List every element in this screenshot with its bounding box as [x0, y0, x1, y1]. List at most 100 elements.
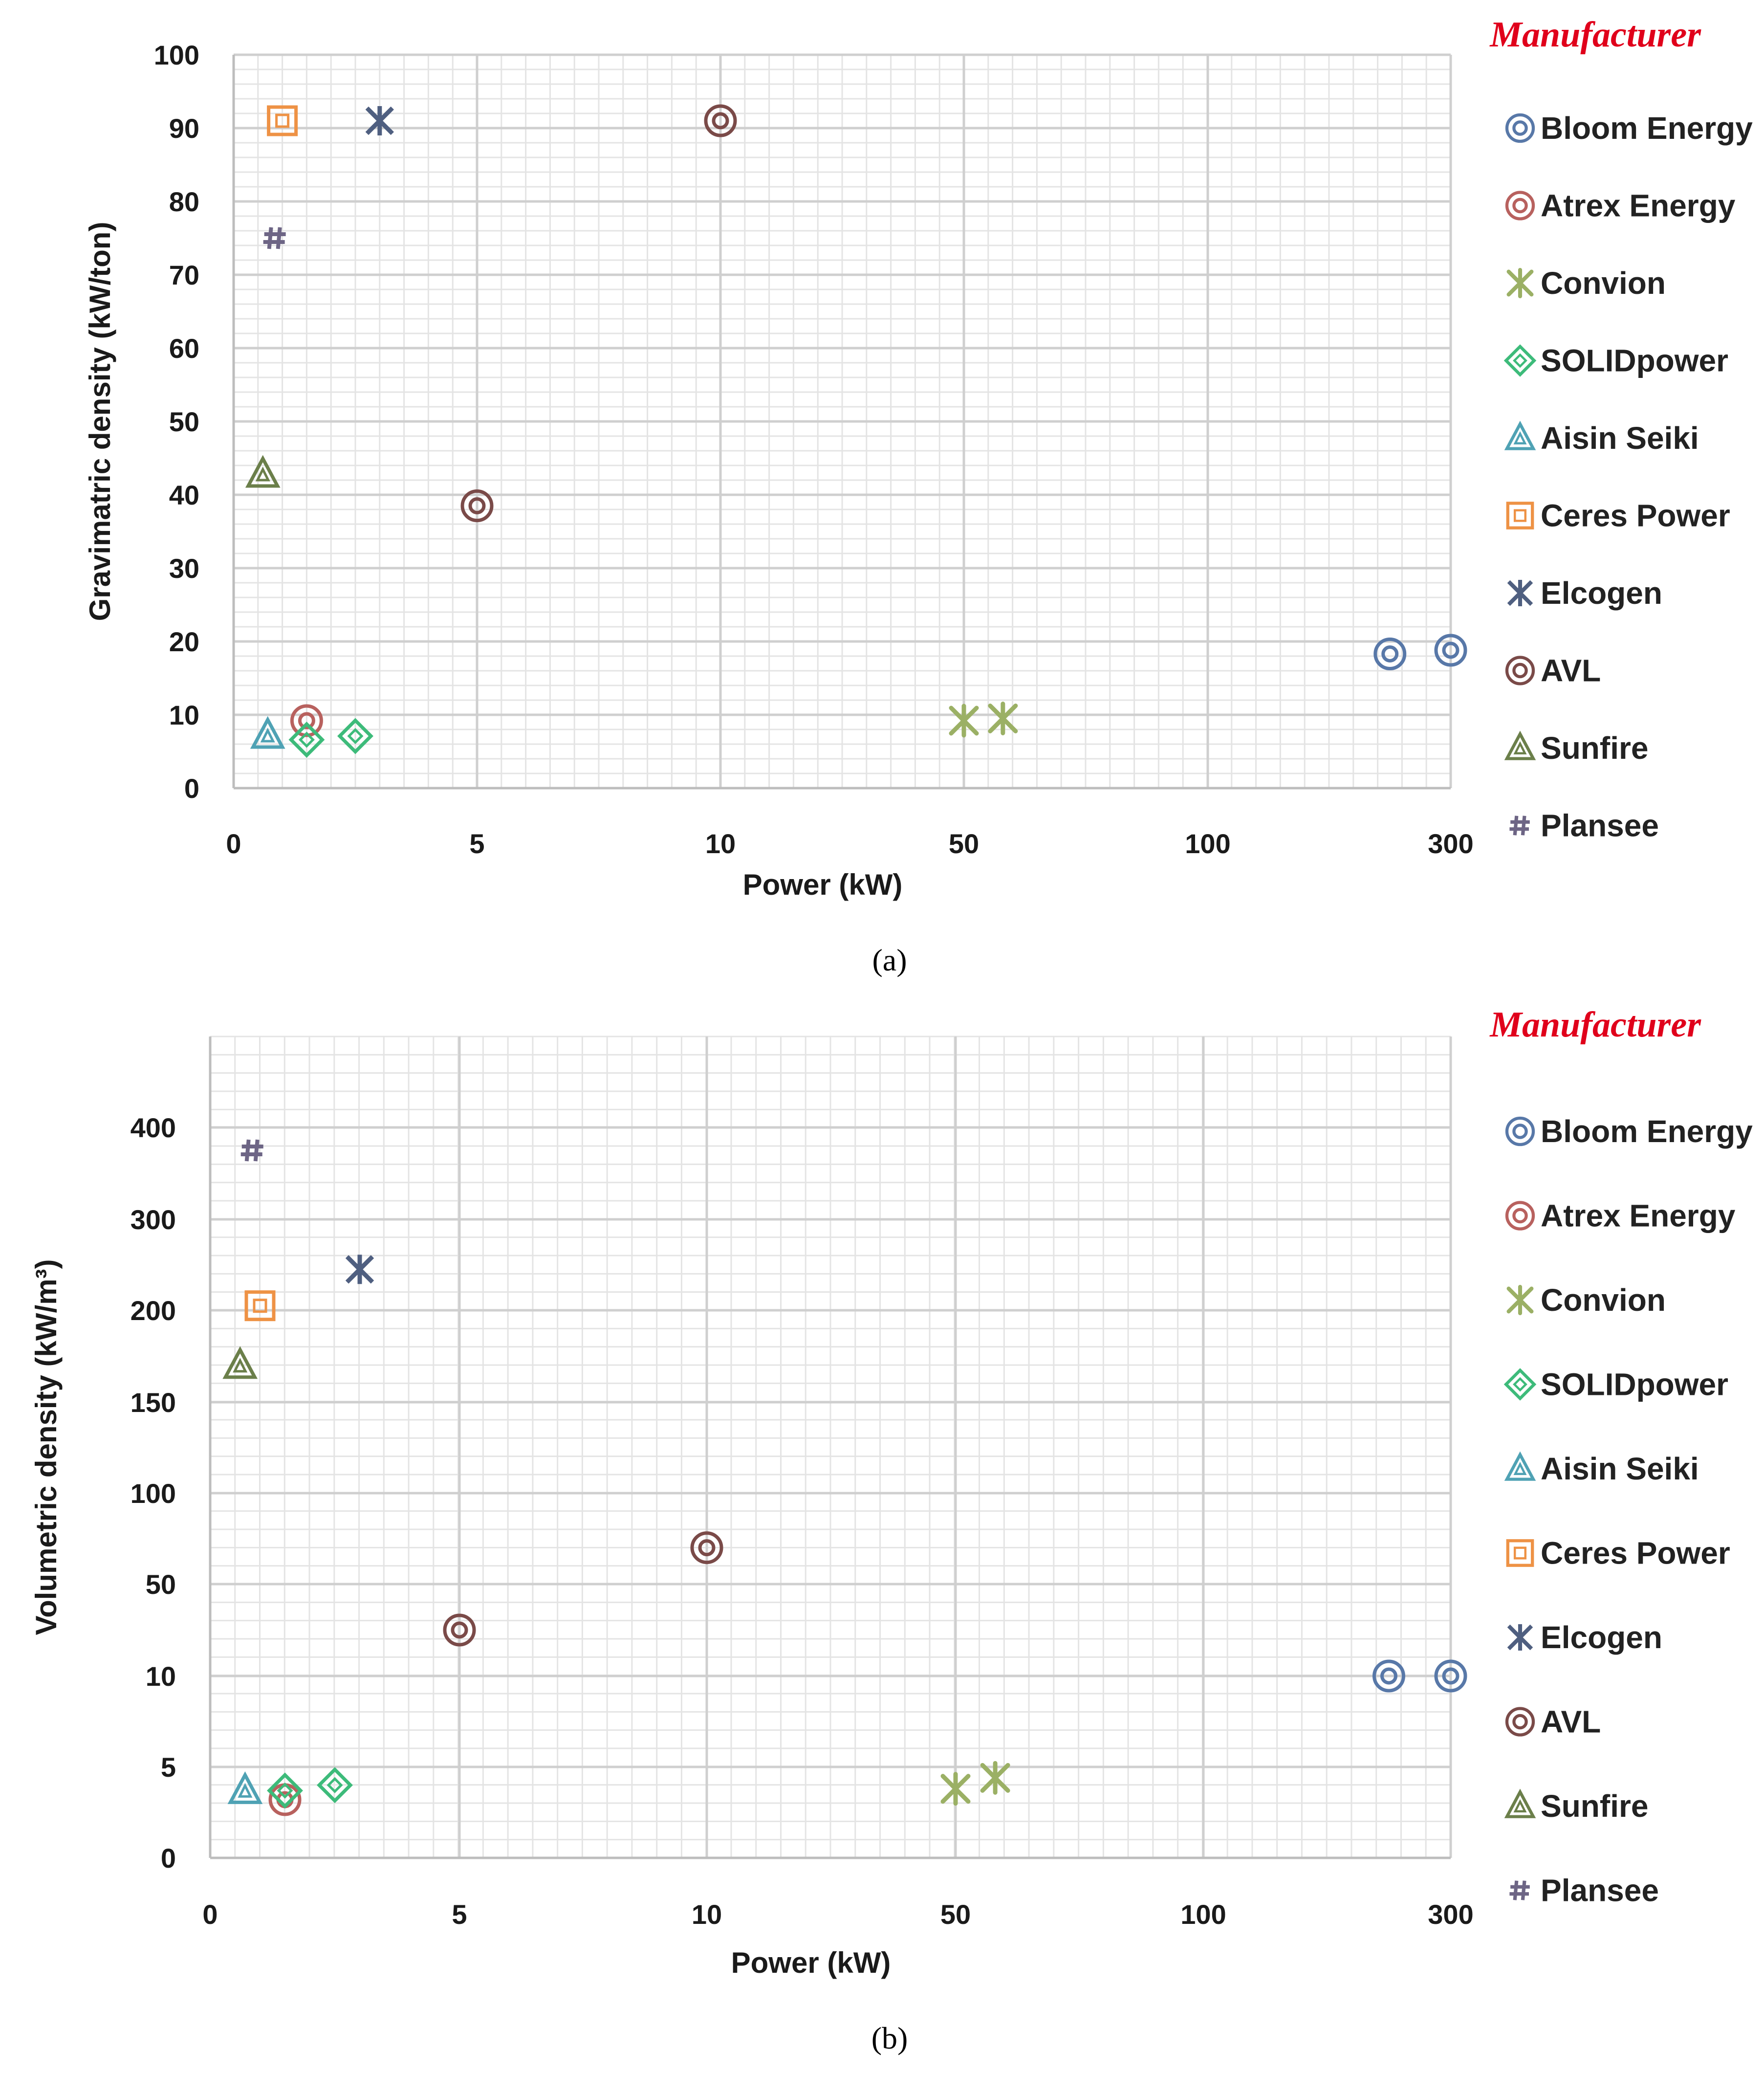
legend-item: Atrex Energy: [1505, 188, 1736, 223]
legend-label: Plansee: [1541, 808, 1659, 843]
legend-label: Ceres Power: [1541, 1536, 1730, 1571]
legend-item: Convion: [1506, 1282, 1666, 1318]
point-avl: [704, 104, 737, 137]
point-bloom-energy: [1434, 1659, 1467, 1693]
y-axis-title: Volumetric density (kW/m³): [30, 1259, 63, 1635]
legend-marker: [1506, 1284, 1534, 1316]
y-tick-label: 90: [169, 113, 199, 144]
point-solidpower: [317, 1767, 353, 1804]
minor-grid: [209, 1036, 1452, 1859]
x-tick-label: 300: [1428, 828, 1473, 859]
legend-item: Convion: [1506, 265, 1666, 301]
point-sunfire: [245, 455, 281, 488]
point-ceres-power: [244, 1290, 276, 1322]
legend-item: Ceres Power: [1506, 498, 1730, 533]
legend-item: Elcogen: [1507, 575, 1662, 611]
y-tick-label: 70: [169, 260, 199, 290]
y-tick-label: 100: [131, 1478, 176, 1509]
data-points: [222, 1139, 1467, 1816]
point-avl: [460, 489, 494, 522]
data-points: [245, 104, 1467, 758]
legend-label: Aisin Seiki: [1541, 1451, 1699, 1486]
legend-item: Elcogen: [1507, 1620, 1662, 1655]
legend-marker: [1505, 113, 1535, 143]
point-convion: [949, 704, 979, 738]
y-tick-label: 80: [169, 186, 199, 217]
legend-marker: [1506, 502, 1534, 529]
point-bloom-energy: [1434, 634, 1467, 667]
point-plansee: [240, 1139, 263, 1162]
legend-item: Bloom Energy: [1505, 1114, 1753, 1149]
point-sunfire: [222, 1346, 258, 1379]
legend-item: AVL: [1505, 653, 1601, 688]
point-avl: [690, 1531, 723, 1565]
point-convion: [940, 1772, 971, 1806]
legend-label: SOLIDpower: [1541, 1367, 1728, 1402]
figure-caption: (b): [871, 2021, 908, 2055]
x-axis-title: Power (kW): [743, 868, 903, 901]
y-tick-label: 100: [154, 40, 199, 70]
legend-marker: [1506, 1539, 1534, 1567]
legend-marker: [1507, 579, 1533, 607]
point-avl: [443, 1613, 476, 1647]
x-tick-label: 100: [1185, 828, 1230, 859]
legend-item: Plansee: [1509, 1873, 1659, 1908]
legend-label: Elcogen: [1541, 1620, 1662, 1655]
legend-item: Bloom Energy: [1505, 110, 1753, 146]
x-tick-label: 50: [940, 1899, 971, 1930]
x-tick-label: 0: [226, 828, 241, 859]
legend-title: Manufacturer: [1489, 1005, 1701, 1045]
legend-item: SOLIDpower: [1503, 343, 1728, 378]
legend-label: Convion: [1541, 1282, 1666, 1318]
y-tick-label: 30: [169, 553, 199, 584]
point-bloom-energy: [1373, 638, 1407, 670]
chart-a: 0 5 10 50 100 300 0 10 20 30 40 50 60 70 80 90 100 Power …: [84, 15, 1753, 977]
legend-marker: [1505, 1116, 1535, 1147]
y-tick-label: 20: [169, 626, 199, 657]
y-tick-label: 0: [161, 1843, 176, 1874]
y-tick-label: 50: [146, 1569, 176, 1600]
legend-item: Plansee: [1509, 808, 1659, 843]
legend-item: Sunfire: [1504, 1788, 1648, 1824]
legend-marker: [1505, 191, 1535, 221]
y-tick-label: 300: [131, 1204, 176, 1235]
legend-marker: [1503, 344, 1537, 377]
y-tick-label: 50: [169, 406, 199, 437]
x-tick-label: 0: [202, 1899, 218, 1930]
legend-label: AVL: [1541, 1704, 1601, 1740]
y-axis-title: Gravimatric density (kW/ton): [84, 222, 116, 621]
legend-marker: [1507, 1624, 1533, 1651]
point-bloom-energy: [1372, 1659, 1405, 1693]
legend-label: Bloom Energy: [1541, 1114, 1753, 1149]
y-tick-label: 10: [169, 700, 199, 730]
y-tick-label: 200: [131, 1295, 176, 1326]
x-tick-label: 100: [1180, 1899, 1226, 1930]
y-tick-label: 5: [161, 1752, 176, 1783]
legend-marker: [1504, 1451, 1536, 1481]
legend-marker: [1505, 656, 1535, 685]
legend-item: Aisin Seiki: [1504, 420, 1699, 456]
x-tick-label: 5: [452, 1899, 467, 1930]
legend-item: Aisin Seiki: [1504, 1451, 1699, 1486]
y-tick-label: 40: [169, 480, 199, 510]
legend-item: SOLIDpower: [1503, 1367, 1728, 1402]
point-solidpower: [288, 722, 325, 758]
legend-label: Aisin Seiki: [1541, 420, 1699, 456]
legend-marker: [1505, 1707, 1535, 1737]
legend-marker: [1506, 267, 1534, 299]
legend-item: Ceres Power: [1506, 1536, 1730, 1571]
legend: Manufacturer Bloom Energy Atrex Energy Conv…: [1489, 1005, 1753, 1908]
legend-label: Bloom Energy: [1541, 110, 1753, 146]
x-tick-label: 10: [705, 828, 736, 859]
legend: Manufacturer Bloom Energy Atrex Energy Conv…: [1489, 15, 1753, 843]
legend-marker: [1509, 1880, 1530, 1900]
chart-b: 0 5 10 50 100 300 0 5 10 50 100 150 200 300 400 Power (…: [30, 1005, 1753, 2055]
legend-marker: [1503, 1368, 1537, 1401]
y-tick-label: 150: [131, 1387, 176, 1418]
legend-label: Elcogen: [1541, 575, 1662, 611]
legend-marker: [1509, 816, 1530, 836]
x-tick-label: 300: [1428, 1899, 1473, 1930]
legend-marker: [1504, 1788, 1536, 1818]
point-solidpower: [267, 1772, 303, 1809]
